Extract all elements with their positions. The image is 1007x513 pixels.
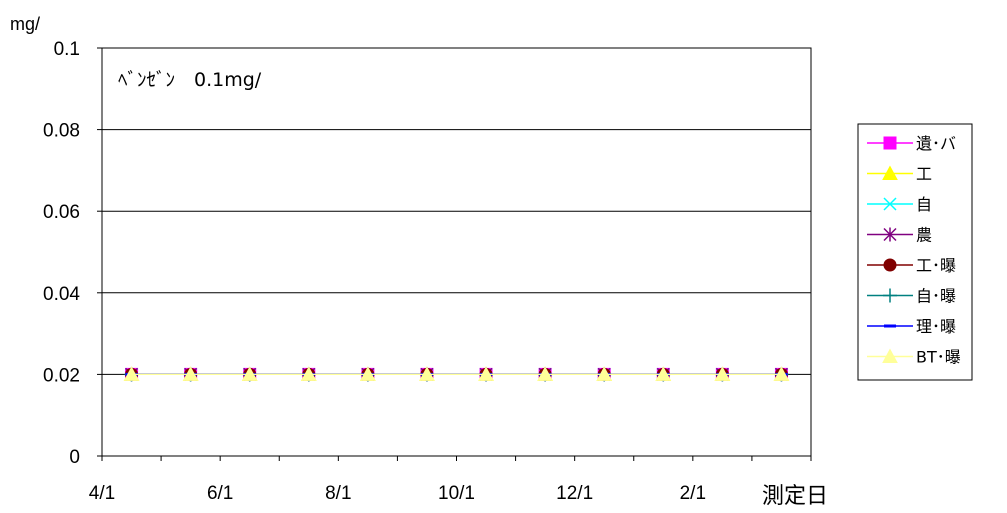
legend-item: 自: [867, 195, 932, 214]
gridlines: [102, 129, 811, 375]
legend-item: BT･曝: [867, 348, 961, 367]
x-tick-label: 6/1: [207, 483, 233, 504]
legend-label: BT･曝: [916, 348, 961, 367]
legend-item: 自･曝: [867, 287, 956, 306]
x-axis: 4/1 6/1 8/1 10/1 12/1 2/1: [89, 456, 812, 504]
legend-item: 工: [867, 165, 932, 184]
data-point: [419, 366, 435, 381]
legend-item: 理･曝: [867, 317, 956, 336]
data-point: [655, 366, 672, 381]
x-tick-label: 10/1: [438, 483, 475, 504]
chart-annotation: ﾍﾞﾝｾﾞﾝ 0.1mg/: [118, 69, 262, 91]
legend-label: 自･曝: [916, 287, 956, 306]
y-tick-label: 0.04: [43, 284, 80, 305]
legend-label: 自: [916, 195, 932, 214]
legend-marker: [882, 165, 898, 180]
legend-item: 工･曝: [867, 256, 956, 275]
legend-marker: [883, 227, 897, 242]
legend-label: 工: [916, 165, 932, 184]
legend-item: 農: [867, 226, 932, 245]
data-point: [537, 366, 553, 381]
y-tick-label: 0.06: [43, 202, 80, 223]
legend-label: 工･曝: [916, 256, 956, 275]
data-point: [596, 366, 613, 381]
data-point: [123, 366, 140, 381]
legend-marker: [883, 288, 897, 303]
data-point: [241, 366, 258, 381]
data-point: [478, 366, 494, 381]
legend-box: [857, 123, 973, 381]
x-tick-label: 2/1: [680, 483, 706, 504]
x-tick-label: 4/1: [89, 483, 115, 504]
y-tick-label: 0.1: [54, 39, 80, 60]
data-point: [773, 366, 790, 381]
y-tick-label: 0.08: [43, 121, 80, 142]
legend-marker: [883, 258, 897, 272]
legend-label: 理･曝: [916, 317, 956, 336]
y-tick-label: 0: [69, 447, 80, 468]
plot-area: [101, 47, 812, 457]
legend-marker: [883, 136, 897, 150]
data-point: [714, 366, 731, 381]
legend-item: 遺･バ: [867, 134, 956, 153]
series-8: [123, 366, 790, 381]
legend-marker: [884, 324, 896, 328]
legend-marker: [882, 348, 898, 363]
x-tick-label: 8/1: [325, 483, 351, 504]
data-point: [300, 366, 317, 381]
y-axis: 0 0.02 0.04 0.06 0.08 0.1: [43, 39, 102, 468]
series-layer: [123, 366, 790, 382]
legend-label: 遺･バ: [916, 134, 956, 153]
y-tick-label: 0.02: [43, 365, 80, 386]
legend-label: 農: [916, 226, 932, 245]
x-tick-label: 12/1: [556, 483, 593, 504]
legend-marker: [883, 197, 897, 211]
data-point: [360, 366, 376, 381]
x-axis-title: 測定日: [762, 484, 828, 509]
data-point: [182, 366, 199, 381]
y-unit-label: mg/: [10, 14, 40, 34]
